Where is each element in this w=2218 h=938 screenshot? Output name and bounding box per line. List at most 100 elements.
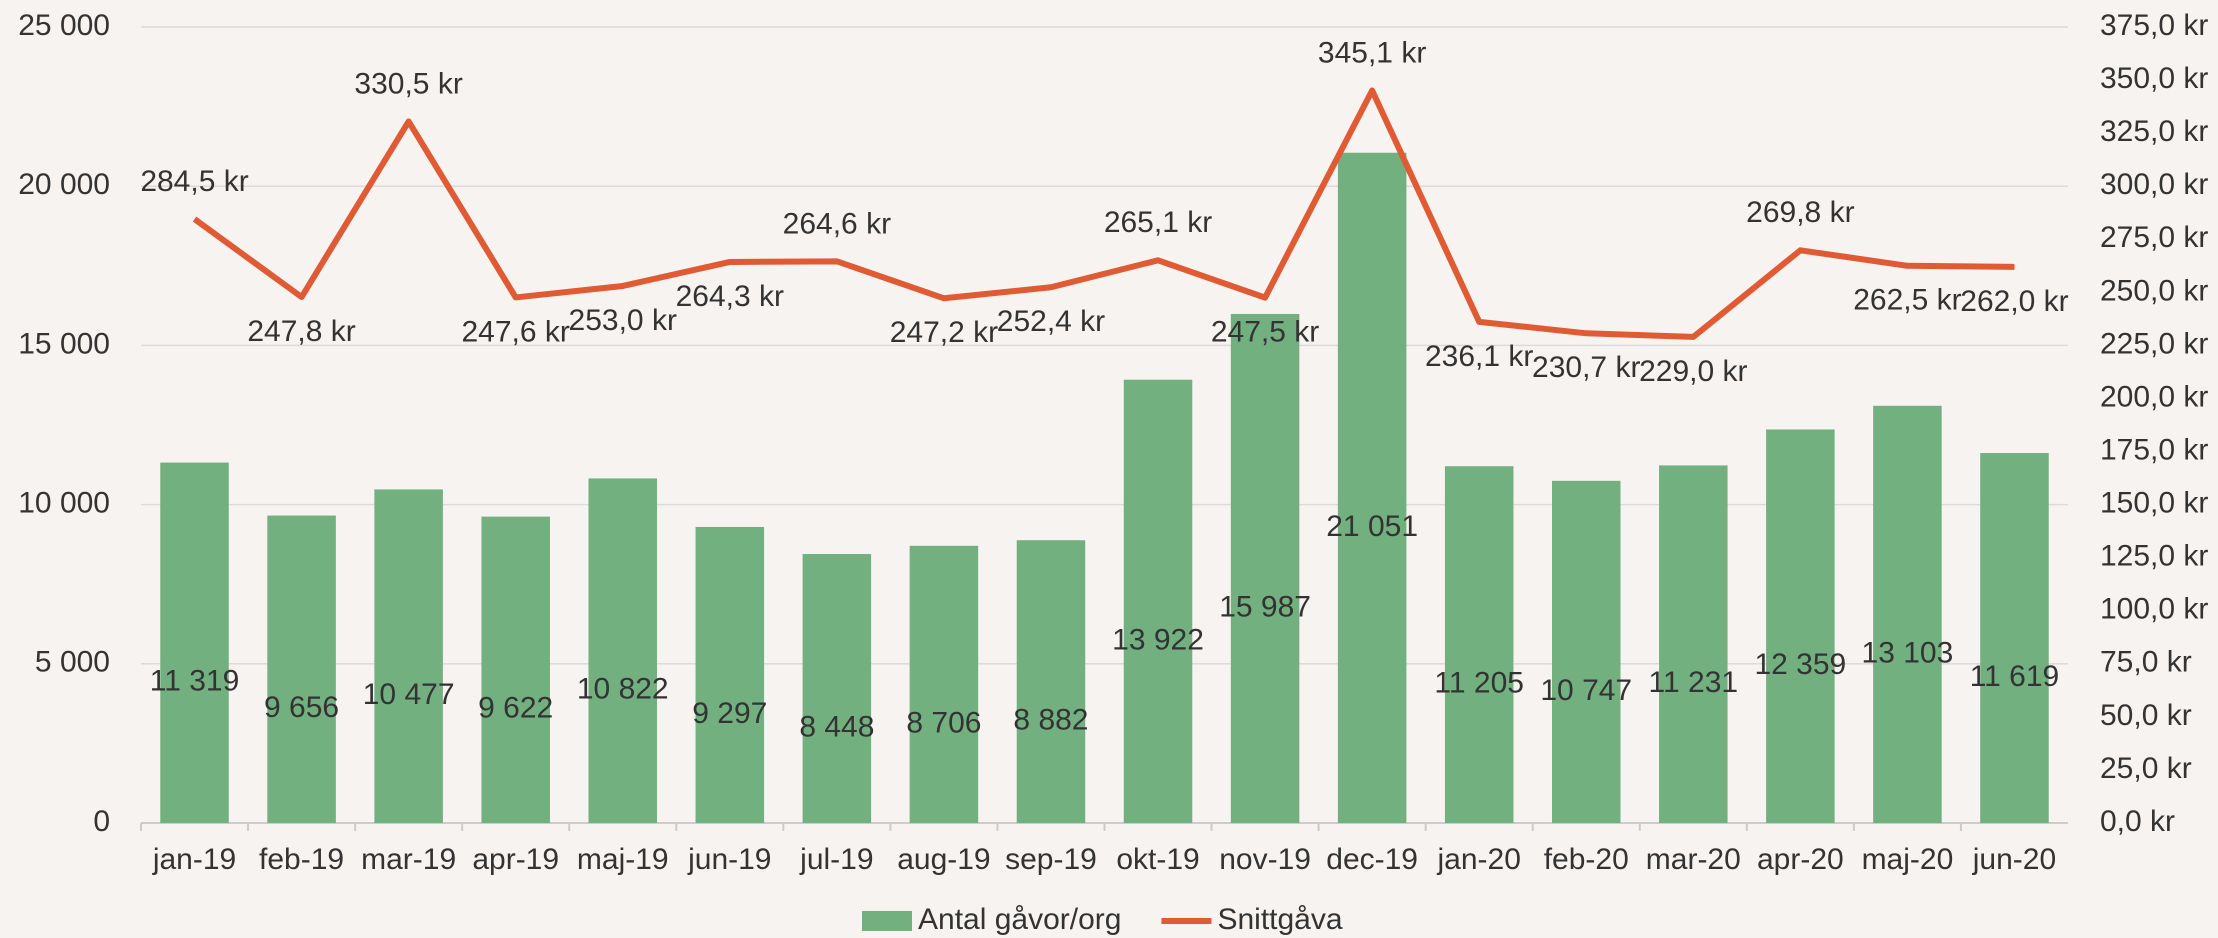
- x-tick-label: jan-19: [152, 843, 236, 876]
- line: [192, 87, 2015, 340]
- y-tick-label: 20 000: [18, 168, 110, 201]
- x-tick-label: jan-20: [1436, 843, 1520, 876]
- data-label: 330,5 kr: [354, 67, 462, 100]
- data-label: 8 882: [1013, 704, 1088, 737]
- y2-tick-label: 225,0 kr: [2100, 327, 2208, 360]
- y2-tick-label: 25,0 kr: [2100, 752, 2192, 785]
- y2-tick-label: 200,0 kr: [2100, 380, 2208, 413]
- data-label: 10 822: [577, 673, 669, 706]
- data-label: 12 359: [1754, 648, 1846, 681]
- x-tick-label: jun-20: [1972, 843, 2056, 876]
- x-tick-label: feb-19: [259, 843, 344, 876]
- data-label: 345,1 kr: [1318, 36, 1426, 69]
- bar: [909, 545, 979, 823]
- y-tick-label: 25 000: [18, 9, 110, 42]
- y2-tick-label: 350,0 kr: [2100, 62, 2208, 95]
- data-label: 21 051: [1326, 510, 1418, 543]
- data-label: 10 477: [363, 678, 455, 711]
- bar: [1230, 313, 1300, 823]
- y2-tick-label: 150,0 kr: [2100, 487, 2208, 520]
- data-label: 229,0 kr: [1639, 355, 1747, 388]
- y2-tick-label: 375,0 kr: [2100, 9, 2208, 42]
- data-label: 15 987: [1219, 590, 1311, 623]
- bar: [1766, 429, 1835, 823]
- y2-tick-label: 325,0 kr: [2100, 115, 2208, 148]
- data-label: 247,5 kr: [1211, 316, 1319, 349]
- y-tick-label: 10 000: [18, 487, 110, 520]
- x-tick-label: aug-19: [897, 843, 990, 876]
- data-label: 247,6 kr: [461, 315, 569, 348]
- data-label: 10 747: [1540, 674, 1632, 707]
- y2-tick-label: 300,0 kr: [2100, 168, 2208, 201]
- x-tick-label: jun-19: [687, 843, 771, 876]
- x-tick-label: maj-19: [577, 843, 669, 876]
- data-label: 13 922: [1112, 623, 1204, 656]
- x-tick-label: okt-19: [1116, 843, 1199, 876]
- data-label: 264,6 kr: [783, 207, 891, 240]
- bar: [1551, 480, 1621, 823]
- bar: [481, 516, 550, 823]
- data-label: 13 103: [1862, 636, 1954, 669]
- legend-swatch: [862, 911, 912, 931]
- bar: [588, 478, 658, 823]
- x-tick-label: apr-20: [1757, 843, 1844, 876]
- y-tick-label: 5 000: [35, 646, 110, 679]
- x-tick-label: dec-19: [1326, 843, 1418, 876]
- data-label: 269,8 kr: [1746, 196, 1854, 229]
- bar: [1659, 465, 1728, 823]
- y2-tick-label: 275,0 kr: [2100, 221, 2208, 254]
- y2-tick-label: 125,0 kr: [2100, 540, 2208, 573]
- bar: [1873, 405, 1942, 823]
- y-tick-label: 0: [93, 805, 110, 838]
- y2-tick-label: 50,0 kr: [2100, 699, 2192, 732]
- bar: [374, 489, 443, 823]
- data-label: 252,4 kr: [997, 305, 1105, 338]
- x-tick-label: maj-20: [1862, 843, 1954, 876]
- data-label: 11 319: [150, 665, 240, 698]
- data-label: 247,2 kr: [890, 316, 998, 349]
- bar: [1123, 379, 1193, 823]
- bar: [695, 526, 765, 823]
- bar: [1016, 540, 1086, 823]
- x-tick-label: mar-20: [1646, 843, 1741, 876]
- data-label: 9 297: [692, 697, 767, 730]
- data-label: 264,3 kr: [676, 280, 784, 313]
- bar: [267, 515, 336, 823]
- x-tick-label: jul-19: [799, 843, 873, 876]
- data-label: 265,1 kr: [1104, 206, 1212, 239]
- x-tick-label: sep-19: [1005, 843, 1097, 876]
- y2-tick-label: 100,0 kr: [2100, 593, 2208, 626]
- data-label: 262,0 kr: [1960, 285, 2068, 318]
- bar: [1337, 152, 1407, 824]
- x-tick-label: nov-19: [1219, 843, 1311, 876]
- bar: [1444, 466, 1514, 823]
- data-label: 9 622: [478, 692, 553, 725]
- data-label: 9 656: [264, 691, 339, 724]
- x-tick-label: apr-19: [472, 843, 559, 876]
- x-tick-label: mar-19: [361, 843, 456, 876]
- data-label: 236,1 kr: [1425, 340, 1533, 373]
- x-tick-label: feb-20: [1544, 843, 1629, 876]
- data-label: 262,5 kr: [1853, 284, 1961, 317]
- y-tick-label: 15 000: [18, 327, 110, 360]
- bar: [160, 462, 229, 823]
- data-label: 11 619: [1970, 660, 2060, 693]
- data-label: 230,7 kr: [1532, 351, 1640, 384]
- y2-tick-label: 250,0 kr: [2100, 274, 2208, 307]
- bar: [1980, 453, 2049, 823]
- y2-tick-label: 0,0 kr: [2100, 805, 2175, 838]
- y2-tick-label: 75,0 kr: [2100, 646, 2192, 679]
- data-label: 11 205: [1434, 667, 1524, 700]
- bar: [802, 554, 872, 823]
- legend-label: Antal gåvor/org: [918, 903, 1121, 936]
- data-label: 253,0 kr: [569, 304, 677, 337]
- y2-tick-label: 175,0 kr: [2100, 433, 2208, 466]
- data-label: 247,8 kr: [247, 315, 355, 348]
- data-label: 8 706: [906, 706, 981, 739]
- data-label: 8 448: [799, 710, 874, 743]
- legend-label: Snittgåva: [1217, 903, 1342, 936]
- data-label: 284,5 kr: [140, 165, 248, 198]
- data-label: 11 231: [1649, 666, 1739, 699]
